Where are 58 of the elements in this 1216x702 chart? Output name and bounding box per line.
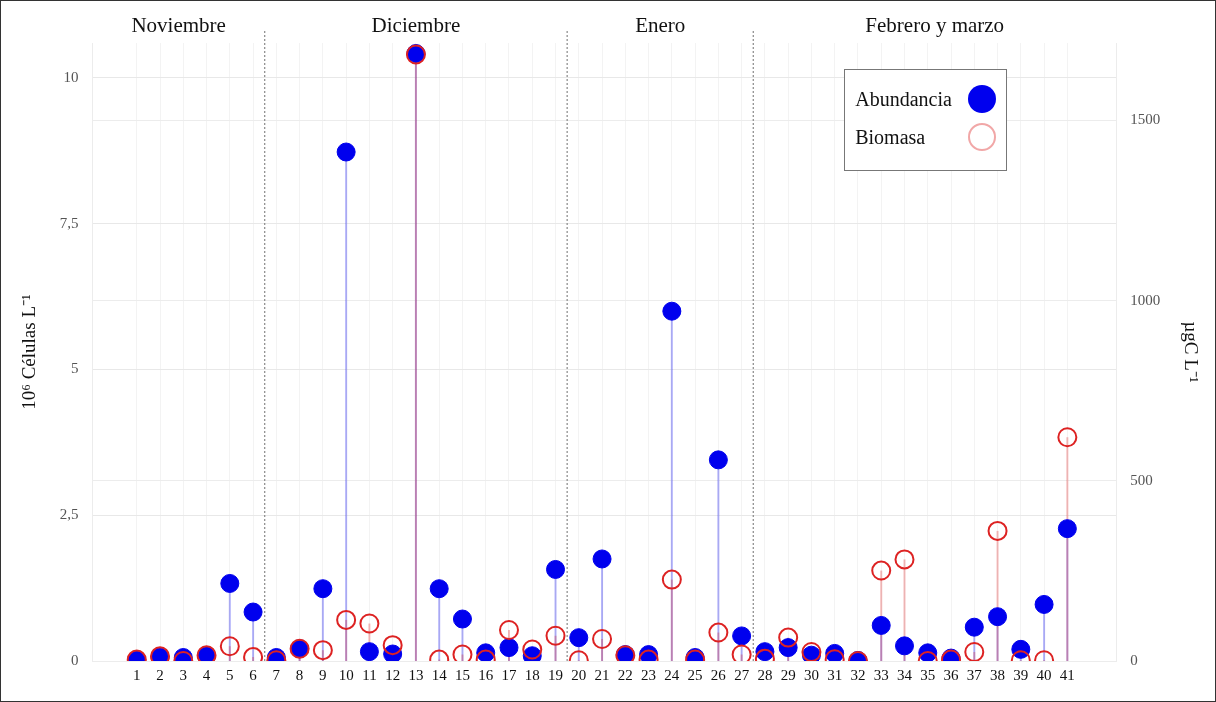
text: Noviembre [131,12,226,37]
x-tick-label: 30 [803,666,819,683]
x-tick-label: 40 [1036,666,1052,683]
x-tick-label: 3 [179,666,188,683]
x-tick-label: 27 [734,666,750,683]
x-tick-label: 10 [338,666,354,683]
x-tick-label: 26 [710,666,727,683]
y-tick-label: 0 [71,651,79,668]
x-tick-label: 1 [133,666,141,683]
x-tick-label: 11 [362,666,377,683]
x-tick-label: 28 [757,666,773,683]
y2-tick-label: 1000 [1130,291,1161,308]
x-tick-label: 41 [1059,666,1075,683]
y2-tick-label: 500 [1130,471,1153,488]
x-tick-label: 20 [571,666,587,683]
x-tick-label: 5 [226,666,234,683]
y-tick-label: 5 [71,360,79,377]
x-tick-label: 29 [780,666,796,683]
legend-label: Abundancia [855,87,952,111]
y2-tick-label: 0 [1130,651,1138,668]
x-tick-label: 19 [548,666,564,683]
x-tick-label: 14 [431,666,448,683]
legend-label: Biomasa [855,125,926,149]
y-tick-label: 10 [63,68,79,85]
text: Febrero y marzo [865,12,1005,37]
text: Diciembre [371,12,461,37]
x-tick-label: 33 [873,666,889,683]
x-tick-label: 24 [664,666,680,683]
x-tick-label: 9 [319,666,327,683]
x-tick-label: 37 [966,666,983,683]
x-tick-label: 4 [202,666,211,683]
x-tick-label: 13 [408,666,424,683]
x-tick-label: 36 [943,666,960,683]
x-tick-label: 16 [478,666,494,683]
x-tick-label: 34 [896,666,913,683]
x-tick-label: 35 [920,666,936,683]
x-tick-label: 6 [249,666,258,683]
y-axis-title: 10⁶ Células L⁻¹ [18,293,40,410]
y2-tick-label: 1500 [1130,111,1161,128]
x-tick-label: 25 [687,666,703,683]
y2-axis-title: µgC L⁻¹ [1180,321,1202,383]
x-tick-label: 8 [295,666,304,683]
y-tick-label: 7,5 [59,214,79,231]
x-tick-label: 12 [385,666,401,683]
x-tick-label: 22 [617,666,633,683]
x-tick-label: 32 [850,666,866,683]
x-tick-label: 17 [501,666,517,683]
y-tick-label: 2,5 [59,506,79,523]
x-tick-label: 31 [827,666,843,683]
x-tick-label: 38 [990,666,1006,683]
x-tick-label: 15 [454,666,470,683]
x-tick-label: 23 [641,666,657,683]
x-tick-label: 39 [1013,666,1029,683]
x-tick-label: 7 [272,666,281,683]
x-tick-label: 21 [594,666,610,683]
x-tick-label: 18 [524,666,540,683]
x-tick-label: 2 [156,666,164,683]
text: Enero [635,12,686,37]
